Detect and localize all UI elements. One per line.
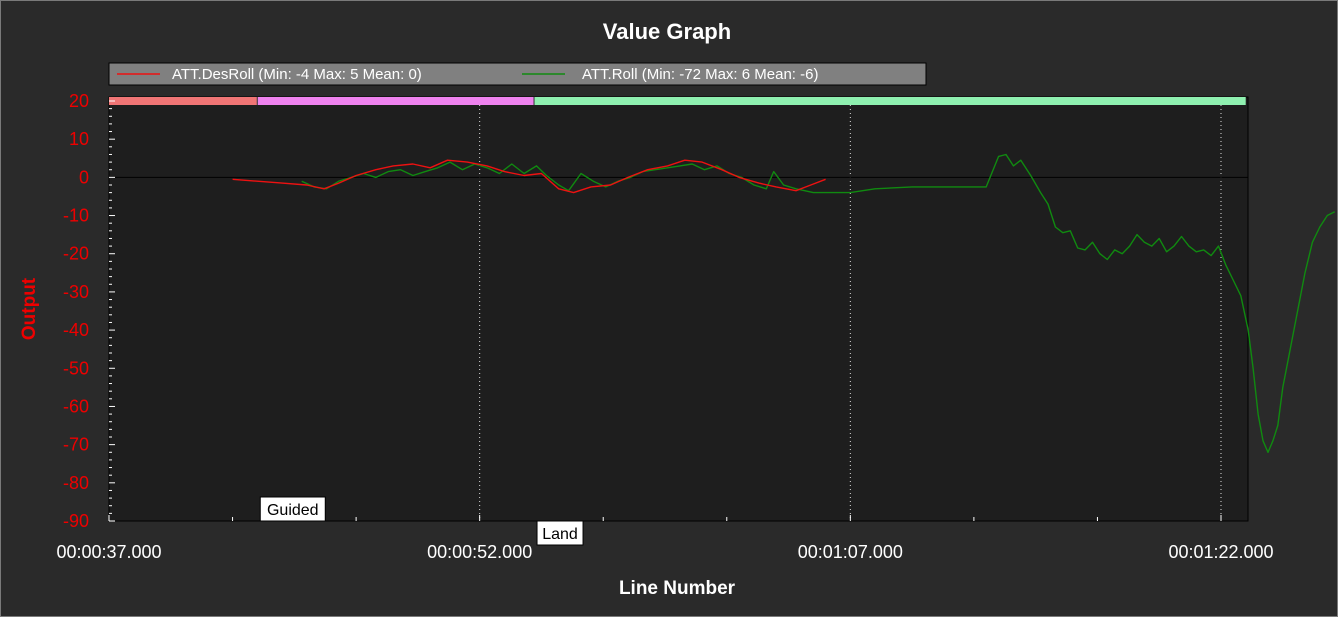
plot-area: [108, 96, 1249, 522]
mode-label-box-2: [536, 520, 584, 546]
y-tick-label: -90: [63, 511, 89, 531]
x-tick-label: 00:01:22.000: [1168, 542, 1273, 562]
y-tick-label: -80: [63, 473, 89, 493]
y-tick-label: -60: [63, 396, 89, 416]
y-tick-label: 20: [69, 91, 89, 111]
legend-entry-roll: ATT.Roll (Min: -72 Max: 6 Mean: -6): [582, 66, 818, 83]
series-lines: [232, 153, 1336, 453]
mode-label-land: Land: [542, 526, 578, 543]
legend-entry-desroll: ATT.DesRoll (Min: -4 Max: 5 Mean: 0): [172, 66, 422, 83]
y-tick-label: -70: [63, 435, 89, 455]
flight-mode-bands: [109, 97, 1246, 105]
y-tick-label: 10: [69, 129, 89, 149]
mode-band-1: [257, 97, 535, 105]
y-tick-label: -20: [63, 244, 89, 264]
y-tick-label: -10: [63, 206, 89, 226]
series-line-roll: [301, 153, 1336, 453]
chart-title: Value Graph: [603, 19, 731, 44]
y-tick-label: 0: [79, 167, 89, 187]
x-tick-label: 00:01:07.000: [798, 542, 903, 562]
x-tick-label: 00:00:37.000: [56, 542, 161, 562]
y-tick-label: -40: [63, 320, 89, 340]
series-line-desroll: [232, 159, 826, 194]
mode-band-0: [109, 97, 258, 105]
y-axis: 20 10 0 -10 -20 -30 -40 -50 -60 -70 -80 -90: [63, 91, 115, 531]
mode-band-2: [534, 97, 1246, 105]
y-axis-label: Output: [19, 277, 40, 340]
x-tick-label: 00:00:52.000: [427, 542, 532, 562]
x-axis-label: Line Number: [619, 578, 736, 599]
grid-lines: [109, 105, 1248, 521]
y-tick-label: -50: [63, 358, 89, 378]
mode-label-box-1: [259, 496, 326, 522]
legend: ATT.DesRoll (Min: -4 Max: 5 Mean: 0) ATT…: [108, 62, 927, 86]
legend-box: [108, 62, 927, 86]
y-tick-label: -30: [63, 282, 89, 302]
mode-label-guided: Guided: [267, 502, 319, 519]
mode-labels: Guided Land: [259, 496, 584, 546]
x-axis: 00:00:37.000 00:00:52.000 00:01:07.000 00:0…: [56, 515, 1274, 562]
